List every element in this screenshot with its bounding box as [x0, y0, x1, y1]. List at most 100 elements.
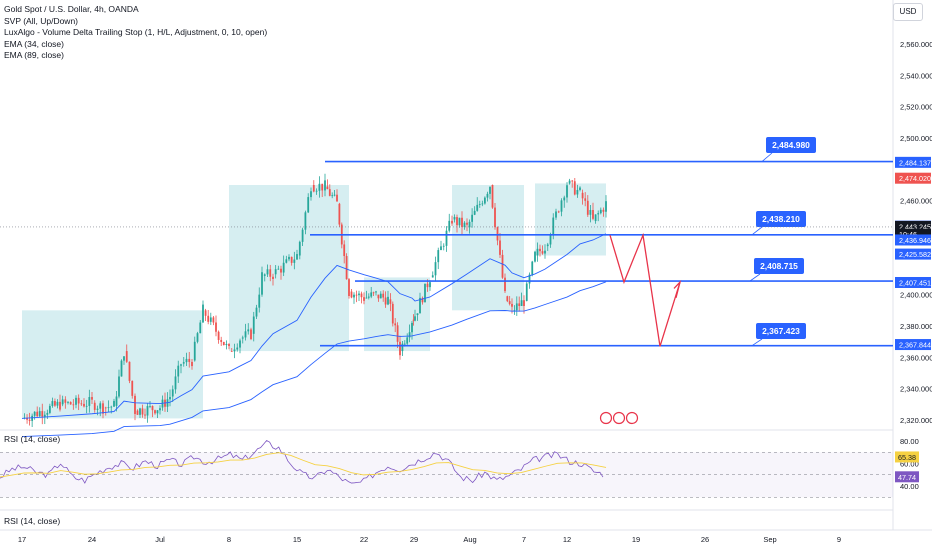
candle-body [546, 244, 549, 247]
rsi-tick-label: 80.00 [900, 437, 919, 446]
candle-body [426, 283, 429, 288]
candle-body [285, 259, 288, 263]
candle-body [67, 402, 69, 403]
candle-body [202, 304, 204, 323]
countdown-label [895, 228, 931, 240]
candle-body [483, 197, 486, 204]
candle-body [599, 209, 602, 214]
candle-body [182, 362, 185, 364]
candle-body [298, 241, 301, 256]
indicator-ema34[interactable]: EMA (34, close) [4, 38, 64, 49]
candle-body [134, 395, 136, 414]
candle-body [31, 415, 34, 421]
indicator-luxalgo[interactable]: LuxAlgo - Volume Delta Trailing Stop (1,… [4, 27, 268, 37]
candle-body [59, 401, 61, 410]
candle-body [96, 408, 99, 410]
candle-body [324, 180, 326, 191]
candle-body [236, 347, 239, 350]
candle-body [207, 315, 210, 322]
candle-body [411, 322, 413, 333]
candle-body [230, 351, 233, 352]
candle-body [406, 337, 409, 344]
candle-body [293, 259, 296, 263]
candle-body [445, 230, 448, 246]
price-tick-label: 2,380.000 [900, 322, 932, 331]
level-label: 2,438.210 [762, 214, 800, 224]
candle-body [571, 180, 574, 182]
rsi-legend[interactable]: RSI (14, close) [4, 434, 61, 444]
candle-body [489, 187, 491, 194]
symbol-title[interactable]: Gold Spot / U.S. Dollar, 4h, OANDA [4, 4, 139, 14]
candle-body [199, 322, 202, 334]
candle-body [255, 307, 258, 317]
rsi-value-tag [895, 451, 919, 463]
candle-body [424, 283, 426, 303]
candle-body [461, 217, 463, 228]
candle-body [592, 210, 594, 219]
candle-body [501, 254, 504, 278]
candle-body [476, 204, 479, 211]
currency-button[interactable]: USD [893, 3, 923, 21]
time-tick-label: 17 [18, 535, 26, 544]
candle-body [528, 274, 531, 284]
candle-body [471, 214, 474, 222]
candle-body [605, 201, 607, 212]
candle-body [154, 410, 156, 414]
candle-body [209, 317, 212, 322]
candle-body [389, 299, 392, 304]
candle-body [391, 303, 394, 324]
level-label-box [756, 211, 806, 227]
candle-body [499, 240, 501, 255]
candle-body [171, 389, 174, 397]
candle-body [269, 269, 272, 277]
candle-body [396, 325, 399, 342]
lightning-event-icon [599, 411, 613, 425]
price-tick-label: 2,400.000 [900, 291, 932, 300]
candle-body [365, 297, 368, 299]
candle-body [511, 303, 513, 307]
candle-body [434, 262, 437, 276]
candle-body [506, 296, 509, 302]
candle-body [312, 185, 315, 192]
candle-body [261, 272, 263, 295]
candle-body [51, 401, 54, 406]
rsi-value-text: 65.38 [898, 453, 916, 462]
rsi-line [0, 440, 604, 484]
price-tick-label: 2,360.000 [900, 353, 932, 362]
candle-body [326, 186, 329, 190]
candle-body [80, 403, 83, 405]
price-scale-tag [895, 234, 931, 246]
candle-body [520, 300, 523, 306]
level-label: 2,408.715 [760, 261, 798, 271]
candle-body [549, 235, 552, 245]
time-tick-label: Jul [155, 535, 165, 544]
candle-body [139, 408, 141, 415]
candle-body [399, 341, 401, 356]
candle-body [421, 297, 424, 303]
candle-body [355, 294, 358, 296]
candle-body [113, 400, 115, 407]
indicator-ema89[interactable]: EMA (89, close) [4, 50, 64, 60]
price-scale-tag [895, 248, 931, 260]
time-tick-label: 8 [227, 535, 231, 544]
price-scale-tag [895, 172, 931, 184]
candle-body [282, 262, 285, 273]
indicator-svp[interactable]: SVP (All, Up/Down) [4, 15, 79, 26]
candle-body [36, 411, 39, 417]
candle-body [358, 293, 360, 296]
candle-body [331, 195, 334, 197]
candle-body [602, 209, 605, 212]
candle-body [363, 297, 365, 301]
candle-body [93, 402, 96, 410]
time-tick-label: 29 [410, 535, 418, 544]
candle-body [394, 323, 397, 326]
candle-body [91, 397, 93, 400]
candle-body [131, 380, 134, 396]
volume-profile-zone [535, 183, 606, 256]
rsi-legend-2[interactable]: RSI (14, close) [4, 516, 61, 526]
price-tick-label: 2,520.000 [900, 103, 932, 112]
candle-body [566, 185, 568, 198]
candle-body [85, 405, 88, 407]
price-scale-text: 2,425.582 [899, 250, 931, 259]
